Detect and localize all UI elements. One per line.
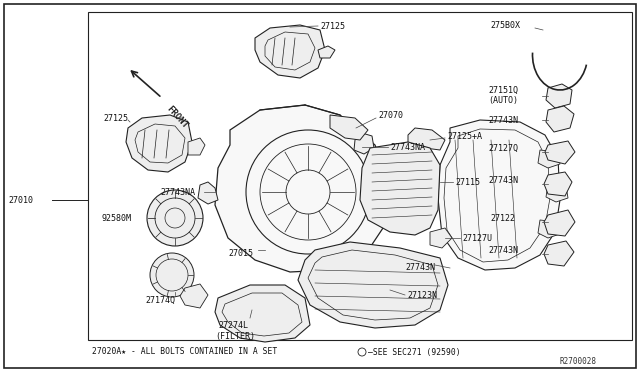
Text: 27020A★ - ALL BOLTS CONTAINED IN A SET: 27020A★ - ALL BOLTS CONTAINED IN A SET xyxy=(92,347,277,356)
Polygon shape xyxy=(318,46,335,58)
Text: —SEE SEC271 (92590): —SEE SEC271 (92590) xyxy=(368,347,461,356)
Text: 27743N: 27743N xyxy=(488,115,518,125)
Text: 275B0X: 275B0X xyxy=(490,20,520,29)
Text: 27174Q: 27174Q xyxy=(145,295,175,305)
Polygon shape xyxy=(298,242,448,328)
Polygon shape xyxy=(546,106,574,132)
Polygon shape xyxy=(188,138,205,155)
Text: 27743N: 27743N xyxy=(488,246,518,254)
Circle shape xyxy=(150,253,194,297)
Polygon shape xyxy=(255,25,325,78)
Polygon shape xyxy=(198,182,218,204)
Text: 27743NA: 27743NA xyxy=(390,142,425,151)
Text: 27125: 27125 xyxy=(103,113,128,122)
Polygon shape xyxy=(330,115,368,140)
Polygon shape xyxy=(354,133,374,154)
Text: 27070: 27070 xyxy=(378,110,403,119)
Text: 27127Q: 27127Q xyxy=(488,144,518,153)
Text: 27743N: 27743N xyxy=(405,263,435,273)
Text: 27743NA: 27743NA xyxy=(160,187,195,196)
Polygon shape xyxy=(544,210,575,236)
Polygon shape xyxy=(545,141,575,164)
Text: 27115: 27115 xyxy=(455,177,480,186)
Text: (FILTER): (FILTER) xyxy=(215,331,255,340)
Polygon shape xyxy=(126,115,192,172)
Text: 27123N: 27123N xyxy=(407,291,437,299)
Text: 27151Q: 27151Q xyxy=(488,86,518,94)
Circle shape xyxy=(147,190,203,246)
Polygon shape xyxy=(538,220,560,238)
Text: 27127U: 27127U xyxy=(462,234,492,243)
Text: 27122: 27122 xyxy=(490,214,515,222)
Polygon shape xyxy=(546,184,568,202)
Text: 27125+A: 27125+A xyxy=(447,131,482,141)
Polygon shape xyxy=(544,172,572,196)
Text: 27010: 27010 xyxy=(8,196,33,205)
Bar xyxy=(88,12,632,340)
Text: FRONT: FRONT xyxy=(165,104,189,130)
Text: R2700028: R2700028 xyxy=(560,357,597,366)
Polygon shape xyxy=(544,241,574,266)
Text: 27274L: 27274L xyxy=(218,321,248,330)
Polygon shape xyxy=(360,142,440,235)
Text: 92580M: 92580M xyxy=(102,214,132,222)
Polygon shape xyxy=(546,84,572,108)
Text: 27015: 27015 xyxy=(228,248,253,257)
Polygon shape xyxy=(215,285,310,342)
Text: 27125: 27125 xyxy=(320,22,345,31)
Polygon shape xyxy=(408,128,445,150)
Polygon shape xyxy=(538,150,560,168)
Text: (AUTO): (AUTO) xyxy=(488,96,518,105)
Polygon shape xyxy=(215,105,390,272)
Polygon shape xyxy=(430,228,452,248)
Polygon shape xyxy=(180,284,208,308)
Polygon shape xyxy=(438,120,560,270)
Text: 27743N: 27743N xyxy=(488,176,518,185)
